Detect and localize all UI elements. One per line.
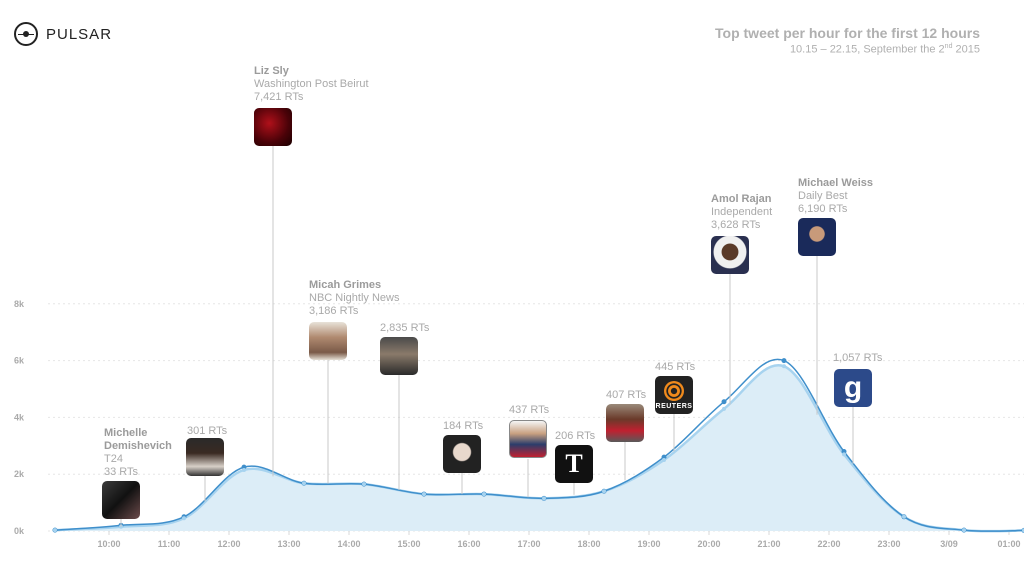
x-tick-label: 17:00	[517, 539, 540, 549]
annotation-retweets: 6,190 RTs	[798, 203, 848, 215]
y-tick-label: 4k	[14, 412, 25, 422]
annotation-retweets: 407 RTs	[606, 389, 647, 401]
x-tick-label: 10:00	[97, 539, 120, 549]
x-tick-label: 23:00	[877, 539, 900, 549]
x-tick-label: 20:00	[697, 539, 720, 549]
avatar-weiss	[798, 218, 836, 256]
annotation-label: Liz Sly Washington Post Beirut 7,421 RTs	[254, 65, 369, 104]
annotation-source: Washington Post Beirut	[254, 78, 369, 90]
annotation-retweets: 437 RTs	[509, 404, 550, 416]
x-tick-label: 19:00	[637, 539, 660, 549]
x-tick-label: 13:00	[277, 539, 300, 549]
data-point-light	[482, 492, 486, 497]
y-tick-label: 2k	[14, 469, 25, 479]
data-point	[841, 448, 847, 454]
annotation-retweets: 3,186 RTs	[309, 305, 359, 317]
data-point-light	[542, 496, 546, 501]
avatar-group	[102, 481, 140, 519]
annotation-source: NBC Nightly News	[309, 292, 400, 304]
subtitle-ordinal-suffix: nd	[944, 43, 953, 50]
reuters-orb-icon	[664, 380, 684, 401]
annotation-label: Michelle Demishevich T24 33 RTs	[104, 427, 179, 479]
annotation-source: Independent	[711, 206, 773, 218]
brand-name: PULSAR	[46, 25, 113, 43]
annotation-retweets: 3,628 RTs	[711, 219, 761, 231]
x-tick-label: 18:00	[577, 539, 600, 549]
x-tick-label: 22:00	[817, 539, 840, 549]
avatar-g-logo: g	[834, 369, 872, 407]
data-point-light	[242, 467, 246, 472]
data-point	[661, 454, 667, 460]
data-point-light	[842, 452, 846, 457]
annotation-source: Daily Best	[798, 190, 848, 202]
data-point-light	[182, 516, 186, 521]
avatar-bearded-man	[380, 337, 418, 375]
annotation-retweets: 2,835 RTs	[380, 322, 430, 334]
x-tick-label: 12:00	[217, 539, 240, 549]
data-point-light	[422, 492, 426, 497]
annotation-label: Michael Weiss Daily Best 6,190 RTs	[798, 177, 873, 216]
annotation-author-name: Liz Sly	[254, 65, 289, 77]
avatar-amol	[711, 236, 749, 274]
series-line-main	[54, 358, 1024, 532]
y-tick-label: 0k	[14, 526, 25, 536]
x-tick-label: 3/09	[940, 539, 958, 549]
x-tick-label: 16:00	[457, 539, 480, 549]
annotation-retweets: 206 RTs	[555, 430, 596, 442]
annotation-retweets: 184 RTs	[443, 420, 484, 432]
x-tick-label: 15:00	[397, 539, 420, 549]
data-point-light	[962, 528, 966, 533]
reuters-wordmark: REUTERS	[655, 402, 693, 410]
chart-title-block: Top tweet per hour for the first 12 hour…	[715, 25, 980, 56]
annotation-label: Micah Grimes NBC Nightly News 3,186 RTs	[309, 279, 399, 318]
avatar-times-logo: T	[555, 445, 593, 483]
y-tick-label: 8k	[14, 299, 25, 309]
data-point-light	[362, 482, 366, 487]
annotation-retweets: 301 RTs	[187, 425, 228, 437]
data-point-light	[662, 458, 666, 462]
avatar-suit-man	[509, 420, 547, 458]
x-tick-label: 21:00	[757, 539, 780, 549]
chart-subtitle: 10.15 – 22.15, September the 2nd 2015	[789, 43, 980, 56]
area-fill	[55, 365, 1024, 532]
annotation-author-name: Micah Grimes	[309, 279, 382, 291]
data-point-light	[782, 364, 786, 369]
annotation-author-name: Michael Weiss	[798, 177, 873, 189]
data-point-light	[902, 514, 906, 519]
data-point	[781, 358, 787, 364]
annotation-retweets: 33 RTs	[104, 466, 139, 478]
data-point	[721, 399, 727, 405]
avatar-red-abstract	[254, 108, 292, 146]
brand: PULSAR	[14, 22, 112, 46]
chart-title: Top tweet per hour for the first 12 hour…	[715, 25, 980, 41]
annotation-retweets: 1,057 RTs	[833, 352, 883, 364]
data-point-light	[722, 406, 726, 411]
annotation-retweets: 445 RTs	[655, 361, 696, 373]
annotation-author-name: Amol Rajan	[711, 193, 772, 205]
x-tick-label: 11:00	[158, 539, 181, 549]
pulsar-logo-icon	[14, 22, 38, 46]
avatar-man-cap	[186, 438, 224, 476]
x-tick-label: 01:00	[997, 539, 1020, 549]
annotation-source: T24	[104, 453, 123, 465]
avatar-glasses-man	[309, 322, 347, 360]
annotation-retweets: 7,421 RTs	[254, 91, 304, 103]
avatar-runner	[606, 404, 644, 442]
x-tick-label: 14:00	[337, 539, 360, 549]
annotation-author-name: Michelle Demishevich	[104, 427, 172, 452]
data-point-light	[302, 481, 306, 486]
avatar-reuters-logo: REUTERS	[655, 376, 693, 414]
data-point-light	[602, 489, 606, 494]
annotation-label: Amol Rajan Independent 3,628 RTs	[711, 193, 772, 232]
avatar-woman	[443, 435, 481, 473]
data-point	[241, 464, 247, 470]
y-tick-label: 6k	[14, 356, 25, 366]
data-point-light	[53, 528, 57, 533]
